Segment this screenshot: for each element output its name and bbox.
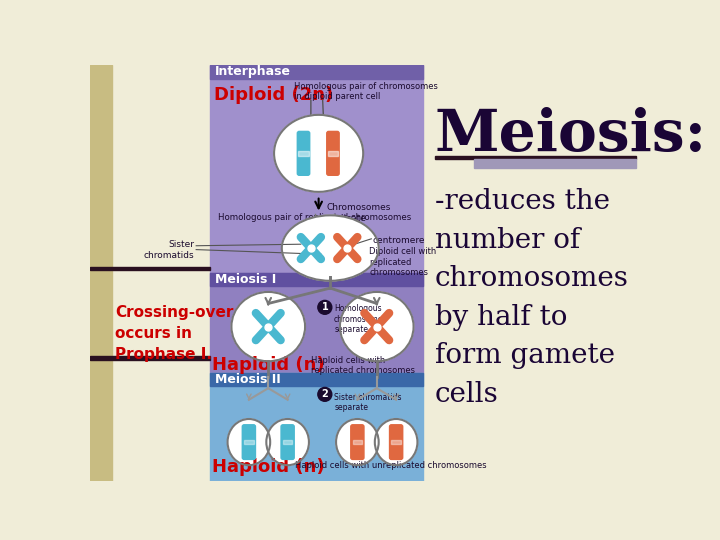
Text: Haploid (n): Haploid (n): [212, 356, 324, 374]
FancyBboxPatch shape: [390, 425, 402, 460]
Text: Diploid (2n): Diploid (2n): [214, 86, 333, 104]
Bar: [210, 373, 423, 481]
FancyBboxPatch shape: [243, 425, 256, 460]
FancyBboxPatch shape: [297, 131, 310, 176]
Text: Haploid (n): Haploid (n): [212, 457, 324, 476]
Bar: [392, 440, 401, 444]
Bar: [299, 151, 309, 156]
Text: Haploid cells with
replicated chromosomes: Haploid cells with replicated chromosome…: [311, 356, 415, 375]
Text: Meiosis:: Meiosis:: [435, 107, 707, 163]
Ellipse shape: [274, 115, 363, 192]
Bar: [474, 159, 636, 168]
Bar: [328, 151, 338, 156]
Ellipse shape: [228, 419, 270, 465]
Bar: [90, 65, 112, 481]
Circle shape: [318, 387, 332, 401]
Ellipse shape: [375, 419, 418, 465]
Bar: [244, 440, 253, 444]
Text: Chromosomes
replicate: Chromosomes replicate: [326, 204, 391, 223]
Ellipse shape: [340, 292, 413, 361]
Text: Sister chromatids
separate: Sister chromatids separate: [334, 393, 402, 412]
FancyBboxPatch shape: [281, 425, 294, 460]
Text: Haploid cells with unreplicated chromosomes: Haploid cells with unreplicated chromoso…: [295, 461, 487, 470]
Bar: [283, 440, 292, 444]
Text: Interphase: Interphase: [215, 65, 291, 78]
Text: 2: 2: [321, 389, 328, 400]
Ellipse shape: [336, 419, 379, 465]
Bar: [210, 65, 423, 79]
Bar: [210, 273, 423, 373]
Ellipse shape: [282, 215, 379, 281]
Bar: [90, 356, 210, 360]
Bar: [435, 156, 636, 159]
FancyBboxPatch shape: [351, 425, 364, 460]
Text: Homologous
chromosomes
separate: Homologous chromosomes separate: [334, 304, 387, 334]
Text: centromere: centromere: [373, 236, 426, 245]
Text: Crossing-over
occurs in
Prophase I.: Crossing-over occurs in Prophase I.: [114, 305, 233, 362]
Bar: [210, 273, 423, 286]
Text: -reduces the
number of
chromosomes
by half to
form gamete
cells: -reduces the number of chromosomes by ha…: [435, 188, 629, 408]
Bar: [353, 440, 362, 444]
Text: 1: 1: [321, 302, 328, 312]
Text: Homologous pair of chromosomes
in diploid parent cell: Homologous pair of chromosomes in diploi…: [294, 82, 438, 101]
Bar: [90, 267, 210, 271]
Text: Sister
chromatids: Sister chromatids: [144, 240, 194, 260]
Text: Meiosis II: Meiosis II: [215, 373, 281, 386]
Ellipse shape: [266, 419, 309, 465]
Text: Diploid cell with
replicated
chromosomes: Diploid cell with replicated chromosomes: [369, 247, 436, 277]
Text: Meiosis I: Meiosis I: [215, 273, 276, 286]
Text: Homologous pair of replicated chromosomes: Homologous pair of replicated chromosome…: [218, 213, 411, 221]
Bar: [210, 65, 423, 273]
Circle shape: [318, 300, 332, 314]
Bar: [210, 373, 423, 386]
Ellipse shape: [231, 292, 305, 361]
FancyBboxPatch shape: [327, 131, 339, 176]
